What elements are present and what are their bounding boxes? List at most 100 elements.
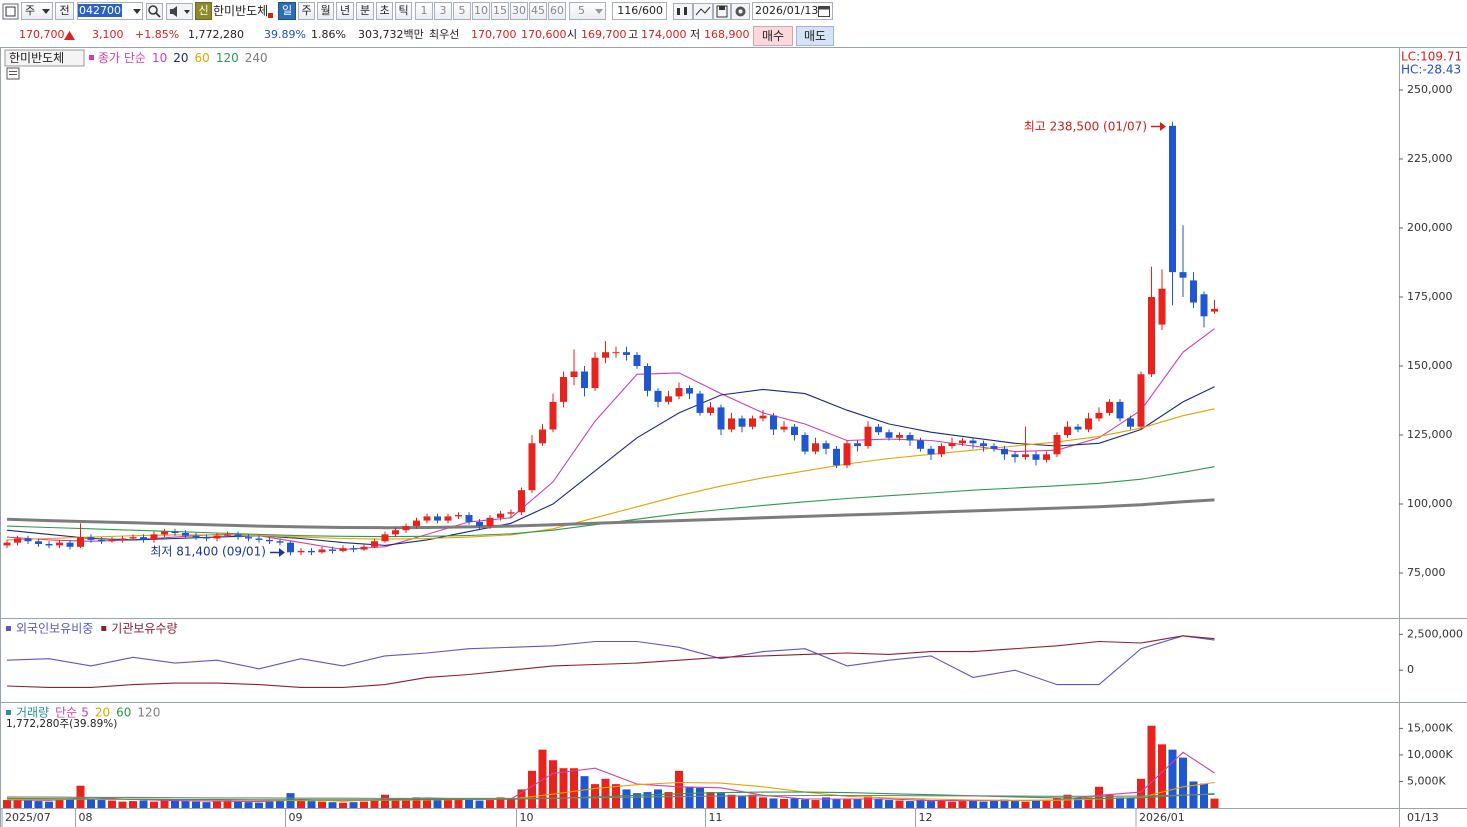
interval-button[interactable]: 주 xyxy=(298,2,315,20)
candle-body xyxy=(906,434,914,441)
new-badge[interactable]: 신 xyxy=(195,2,212,20)
ma-line xyxy=(6,635,1215,688)
sound-button[interactable] xyxy=(166,3,193,20)
volume-bar xyxy=(1126,798,1135,808)
x-tick-label: 2025/07 xyxy=(5,811,51,824)
minute-button[interactable]: 3 xyxy=(434,2,452,20)
volume-bar xyxy=(391,798,400,808)
volume-bar xyxy=(727,794,736,808)
candle-body xyxy=(549,401,557,430)
legend-entry: 기관보유수량 xyxy=(111,622,177,636)
buy-button[interactable]: 매수 xyxy=(753,26,793,46)
open-label: 시 xyxy=(567,28,578,41)
volume-bar xyxy=(811,800,820,808)
candle-body xyxy=(150,534,158,540)
volume-bar xyxy=(717,793,725,808)
count-input[interactable]: 116/600 xyxy=(612,2,667,20)
candle-body xyxy=(780,426,788,430)
volume-bar xyxy=(45,801,53,808)
candle-body xyxy=(1106,401,1113,413)
volume-bar xyxy=(580,776,589,808)
x-last-label: 01/13 xyxy=(1407,811,1439,824)
volume-bar xyxy=(549,760,557,808)
interval-button[interactable]: 년 xyxy=(336,2,354,20)
period-select[interactable]: 주 xyxy=(21,2,53,20)
candle-body xyxy=(633,354,641,366)
minute-button[interactable]: 30 xyxy=(510,2,528,20)
axis-background xyxy=(1399,47,1467,827)
candle-body xyxy=(318,549,326,553)
code-text: 042700 xyxy=(78,4,122,17)
dropdown-arrow xyxy=(42,9,50,14)
candle-body xyxy=(77,537,84,547)
interval-button[interactable]: 초 xyxy=(376,2,393,20)
volume-bar xyxy=(234,801,242,808)
volume-bar xyxy=(34,801,43,808)
candle-body xyxy=(1001,448,1008,455)
sell-button[interactable]: 매도 xyxy=(796,26,834,46)
y-tick-label: 175,000 xyxy=(1407,290,1453,303)
minute-button[interactable]: 1 xyxy=(415,2,433,20)
volume-bar xyxy=(1000,799,1009,808)
best-label: 최우선 xyxy=(429,28,460,41)
candle-body xyxy=(308,550,315,553)
candle-body xyxy=(885,432,893,438)
volume-bar xyxy=(853,798,862,808)
minute-button[interactable]: 45 xyxy=(529,2,547,20)
change-rate: +1.85% xyxy=(135,28,180,41)
ma-line xyxy=(6,498,1215,530)
prev-button[interactable]: 전 xyxy=(55,2,74,20)
candle-body xyxy=(497,513,504,518)
legend-entry: 외국인보유비중 xyxy=(16,622,93,636)
volume-bar xyxy=(454,799,463,808)
open: 169,700 xyxy=(581,28,627,41)
tool-icons[interactable] xyxy=(673,3,751,20)
minute-button[interactable]: 5 xyxy=(453,2,471,20)
volume-bar xyxy=(801,799,809,808)
volume-bar xyxy=(1021,801,1030,808)
candle-body xyxy=(644,365,651,391)
volume-bar xyxy=(118,801,127,808)
volume-bar xyxy=(486,800,494,808)
interval-button[interactable]: 분 xyxy=(356,2,374,20)
change: 3,100 xyxy=(92,28,124,41)
candle-body xyxy=(476,521,483,527)
candle-body xyxy=(770,415,777,430)
candle-body xyxy=(623,352,630,355)
x-tick-label: 08 xyxy=(79,811,93,824)
price: 170,700 xyxy=(19,28,65,41)
volume-bar xyxy=(244,802,253,808)
candle-body xyxy=(98,539,105,542)
candle-body xyxy=(686,388,693,394)
candle-body xyxy=(665,396,672,402)
legend-entry: 60 xyxy=(116,706,131,720)
search-button[interactable] xyxy=(146,3,163,20)
interval-button[interactable]: 일 xyxy=(278,2,296,20)
volume-bar xyxy=(423,797,431,808)
unit-text: 5 xyxy=(578,4,585,17)
ma-line xyxy=(6,751,1215,803)
volume-bar xyxy=(192,801,200,808)
candle-body xyxy=(612,352,620,354)
interval-button[interactable]: 월 xyxy=(317,2,334,20)
minute-button[interactable]: 60 xyxy=(548,2,566,20)
candle-body xyxy=(371,541,378,547)
volume-bar xyxy=(822,797,830,808)
layout-icon[interactable] xyxy=(2,3,19,20)
minute-button[interactable]: 10 xyxy=(472,2,490,20)
volume-bar xyxy=(654,789,662,808)
code-input[interactable]: 042700 xyxy=(77,2,143,20)
candle-body xyxy=(339,548,347,551)
volume-bar xyxy=(843,799,851,808)
volume-bar xyxy=(150,801,158,808)
minute-button[interactable]: 15 xyxy=(491,2,509,20)
candle-body xyxy=(969,440,977,444)
date-input[interactable]: 2026/01/13 xyxy=(752,2,833,20)
candle-body xyxy=(245,537,252,539)
ma-line xyxy=(6,793,1215,799)
calendar-icon[interactable] xyxy=(818,5,831,18)
legend-entry: 120 xyxy=(137,706,160,720)
unit-select[interactable]: 5 xyxy=(569,2,606,20)
interval-button[interactable]: 틱 xyxy=(395,2,412,20)
volume-bar xyxy=(13,799,22,808)
